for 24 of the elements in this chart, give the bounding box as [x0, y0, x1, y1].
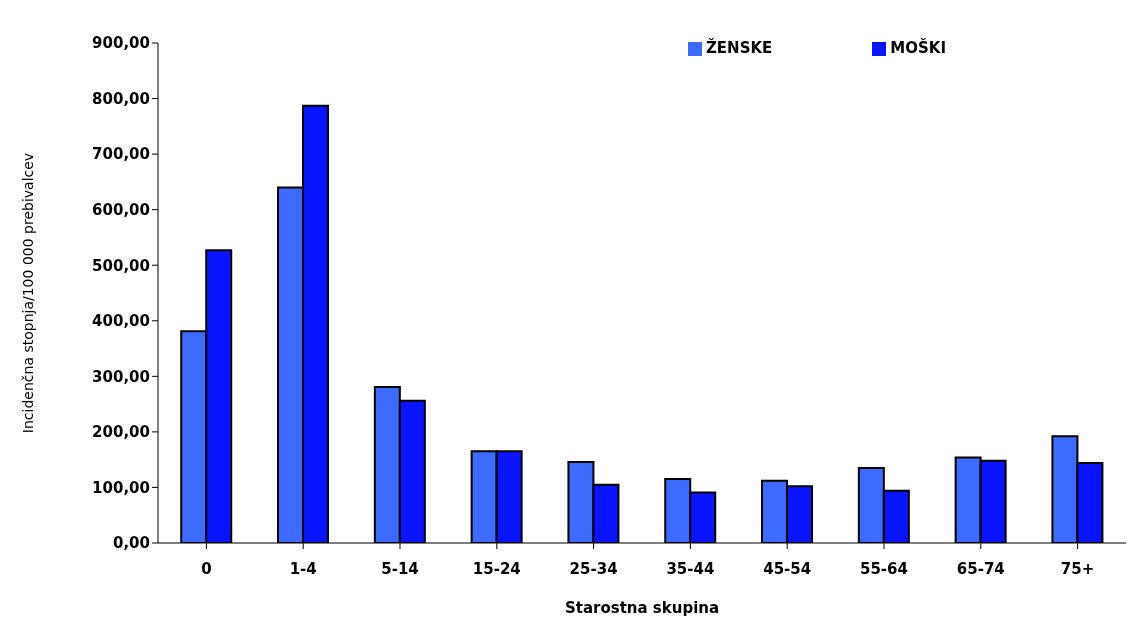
x-tick-label: 35-44 — [666, 559, 715, 578]
x-tick-label: 25-34 — [569, 559, 618, 578]
legend-label: ŽENSKE — [705, 39, 773, 57]
y-tick-label: 300,00 — [92, 367, 150, 386]
y-tick-label: 500,00 — [92, 256, 150, 275]
y-tick-label: 400,00 — [92, 312, 150, 331]
x-tick-label: 5-14 — [381, 559, 419, 578]
y-tick-label: 900,00 — [92, 34, 150, 53]
y-tick-label: 600,00 — [92, 200, 150, 219]
y-tick-label: 800,00 — [92, 89, 150, 108]
x-tick-label: 15-24 — [472, 559, 521, 578]
legend-label: MOŠKI — [890, 39, 946, 57]
x-axis-title: Starostna skupina — [564, 599, 720, 617]
y-tick-label: 200,00 — [92, 423, 150, 442]
x-tick-label: 1-4 — [289, 559, 317, 578]
x-tick-label: 0 — [201, 559, 212, 578]
x-tick-label: 75+ — [1060, 559, 1095, 578]
y-tick-label: 100,00 — [92, 478, 150, 497]
y-tick-label: 0,00 — [112, 534, 150, 553]
y-tick-label: 700,00 — [92, 145, 150, 164]
x-tick-label: 45-54 — [763, 559, 812, 578]
x-tick-label: 55-64 — [860, 559, 908, 578]
x-tick-label: 65-74 — [956, 559, 1005, 578]
y-axis-title: Incidenčna stopnja/100 000 prebivalcev — [19, 152, 36, 434]
